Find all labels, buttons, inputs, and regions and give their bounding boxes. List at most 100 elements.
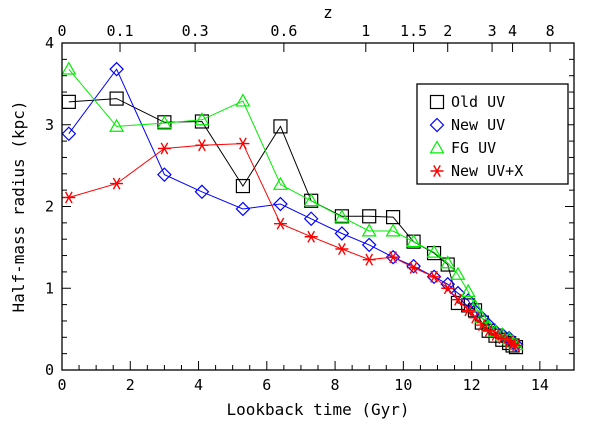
data-point bbox=[494, 327, 510, 341]
y-tick-label: 1 bbox=[45, 279, 54, 297]
data-point bbox=[361, 237, 377, 253]
data-point bbox=[62, 191, 76, 204]
data-point bbox=[235, 201, 251, 217]
x-tick-label: 14 bbox=[531, 376, 549, 394]
y-tick-label: 0 bbox=[45, 361, 54, 379]
data-point bbox=[235, 93, 251, 107]
data-point bbox=[440, 257, 455, 272]
data-point bbox=[361, 223, 377, 237]
legend-marker bbox=[429, 117, 445, 133]
data-point bbox=[460, 283, 476, 297]
x-tick-label: 8 bbox=[331, 376, 340, 394]
data-point bbox=[406, 258, 421, 274]
legend-item: New UV+X bbox=[430, 162, 523, 180]
top-tick-label: 1.5 bbox=[400, 22, 427, 40]
top-tick-label: 1 bbox=[361, 22, 370, 40]
top-tick-label: 2 bbox=[443, 22, 452, 40]
legend-marker bbox=[429, 140, 445, 154]
top-tick-label: 0.6 bbox=[270, 22, 297, 40]
legend-marker bbox=[429, 94, 445, 110]
legend-label: New UV bbox=[451, 116, 505, 134]
data-point bbox=[468, 311, 482, 324]
data-point bbox=[157, 142, 171, 155]
series-new-uv-x bbox=[62, 137, 523, 352]
data-point bbox=[109, 61, 124, 77]
data-point bbox=[362, 253, 376, 266]
legend-label: New UV+X bbox=[451, 162, 523, 180]
data-point bbox=[303, 193, 319, 207]
data-layer bbox=[61, 61, 524, 355]
data-point bbox=[488, 324, 503, 339]
legend-items: Old UV New UV FG UV New UV+X bbox=[429, 93, 523, 180]
data-point bbox=[194, 112, 210, 126]
data-point bbox=[460, 293, 476, 308]
data-point bbox=[335, 243, 349, 256]
data-point bbox=[406, 233, 422, 248]
top-tick-label: 3 bbox=[488, 22, 497, 40]
data-point bbox=[426, 244, 442, 258]
data-point bbox=[440, 255, 456, 269]
top-tick-label: 4 bbox=[508, 22, 517, 40]
data-point bbox=[109, 118, 125, 132]
y-axis-title: Half-mass radius (kpc) bbox=[9, 101, 28, 313]
y-tick-label: 2 bbox=[45, 198, 54, 216]
data-point bbox=[194, 184, 210, 200]
x-axis-title: Lookback time (Gyr) bbox=[226, 400, 409, 419]
data-point bbox=[110, 177, 124, 190]
data-point bbox=[157, 167, 172, 182]
data-point bbox=[334, 209, 350, 223]
top-axis-title: z bbox=[323, 3, 333, 22]
data-point bbox=[195, 139, 209, 152]
legend-marker bbox=[430, 164, 444, 178]
data-point bbox=[235, 178, 251, 194]
data-point bbox=[385, 249, 401, 265]
data-point bbox=[109, 91, 124, 106]
legend-label: FG UV bbox=[451, 139, 496, 157]
data-point bbox=[273, 196, 288, 212]
legend-item: New UV bbox=[429, 116, 505, 134]
data-point bbox=[451, 293, 465, 306]
top-tick-label: 0.3 bbox=[182, 22, 209, 40]
y-tick-label: 4 bbox=[45, 34, 54, 52]
y-tick-label: 3 bbox=[45, 116, 54, 134]
data-point bbox=[386, 251, 400, 264]
data-point bbox=[362, 209, 377, 224]
top-tick-label: 0.1 bbox=[106, 22, 133, 40]
data-point bbox=[407, 261, 421, 274]
legend: Old UV New UV FG UV New UV+X bbox=[416, 83, 569, 185]
data-point bbox=[236, 137, 250, 150]
legend-item: FG UV bbox=[429, 139, 496, 157]
x-tick-label: 6 bbox=[262, 376, 271, 394]
x-tick-label: 12 bbox=[463, 376, 481, 394]
top-tick-label: 8 bbox=[546, 22, 555, 40]
data-point bbox=[385, 223, 401, 237]
legend-item: Old UV bbox=[429, 93, 505, 111]
series-line bbox=[68, 68, 517, 346]
data-point bbox=[427, 270, 441, 283]
data-point bbox=[461, 304, 475, 317]
data-point bbox=[304, 230, 318, 243]
data-point bbox=[303, 211, 319, 227]
data-point bbox=[273, 217, 287, 230]
x-tick-label: 10 bbox=[394, 376, 412, 394]
x-tick-label: 2 bbox=[126, 376, 135, 394]
x-tick-label: 0 bbox=[57, 376, 66, 394]
data-point bbox=[272, 176, 288, 190]
data-point bbox=[273, 119, 288, 134]
x-tick-label: 4 bbox=[194, 376, 203, 394]
data-point bbox=[509, 339, 523, 352]
data-point bbox=[61, 126, 77, 142]
data-point bbox=[474, 309, 490, 324]
data-point bbox=[441, 282, 455, 295]
data-point bbox=[450, 266, 466, 280]
top-tick-label: 0 bbox=[57, 22, 66, 40]
legend-box bbox=[416, 83, 569, 185]
data-point bbox=[334, 226, 350, 241]
data-point bbox=[156, 115, 172, 129]
data-point bbox=[61, 61, 77, 75]
data-point bbox=[440, 276, 456, 292]
data-point bbox=[194, 114, 210, 129]
legend-label: Old UV bbox=[451, 93, 505, 111]
